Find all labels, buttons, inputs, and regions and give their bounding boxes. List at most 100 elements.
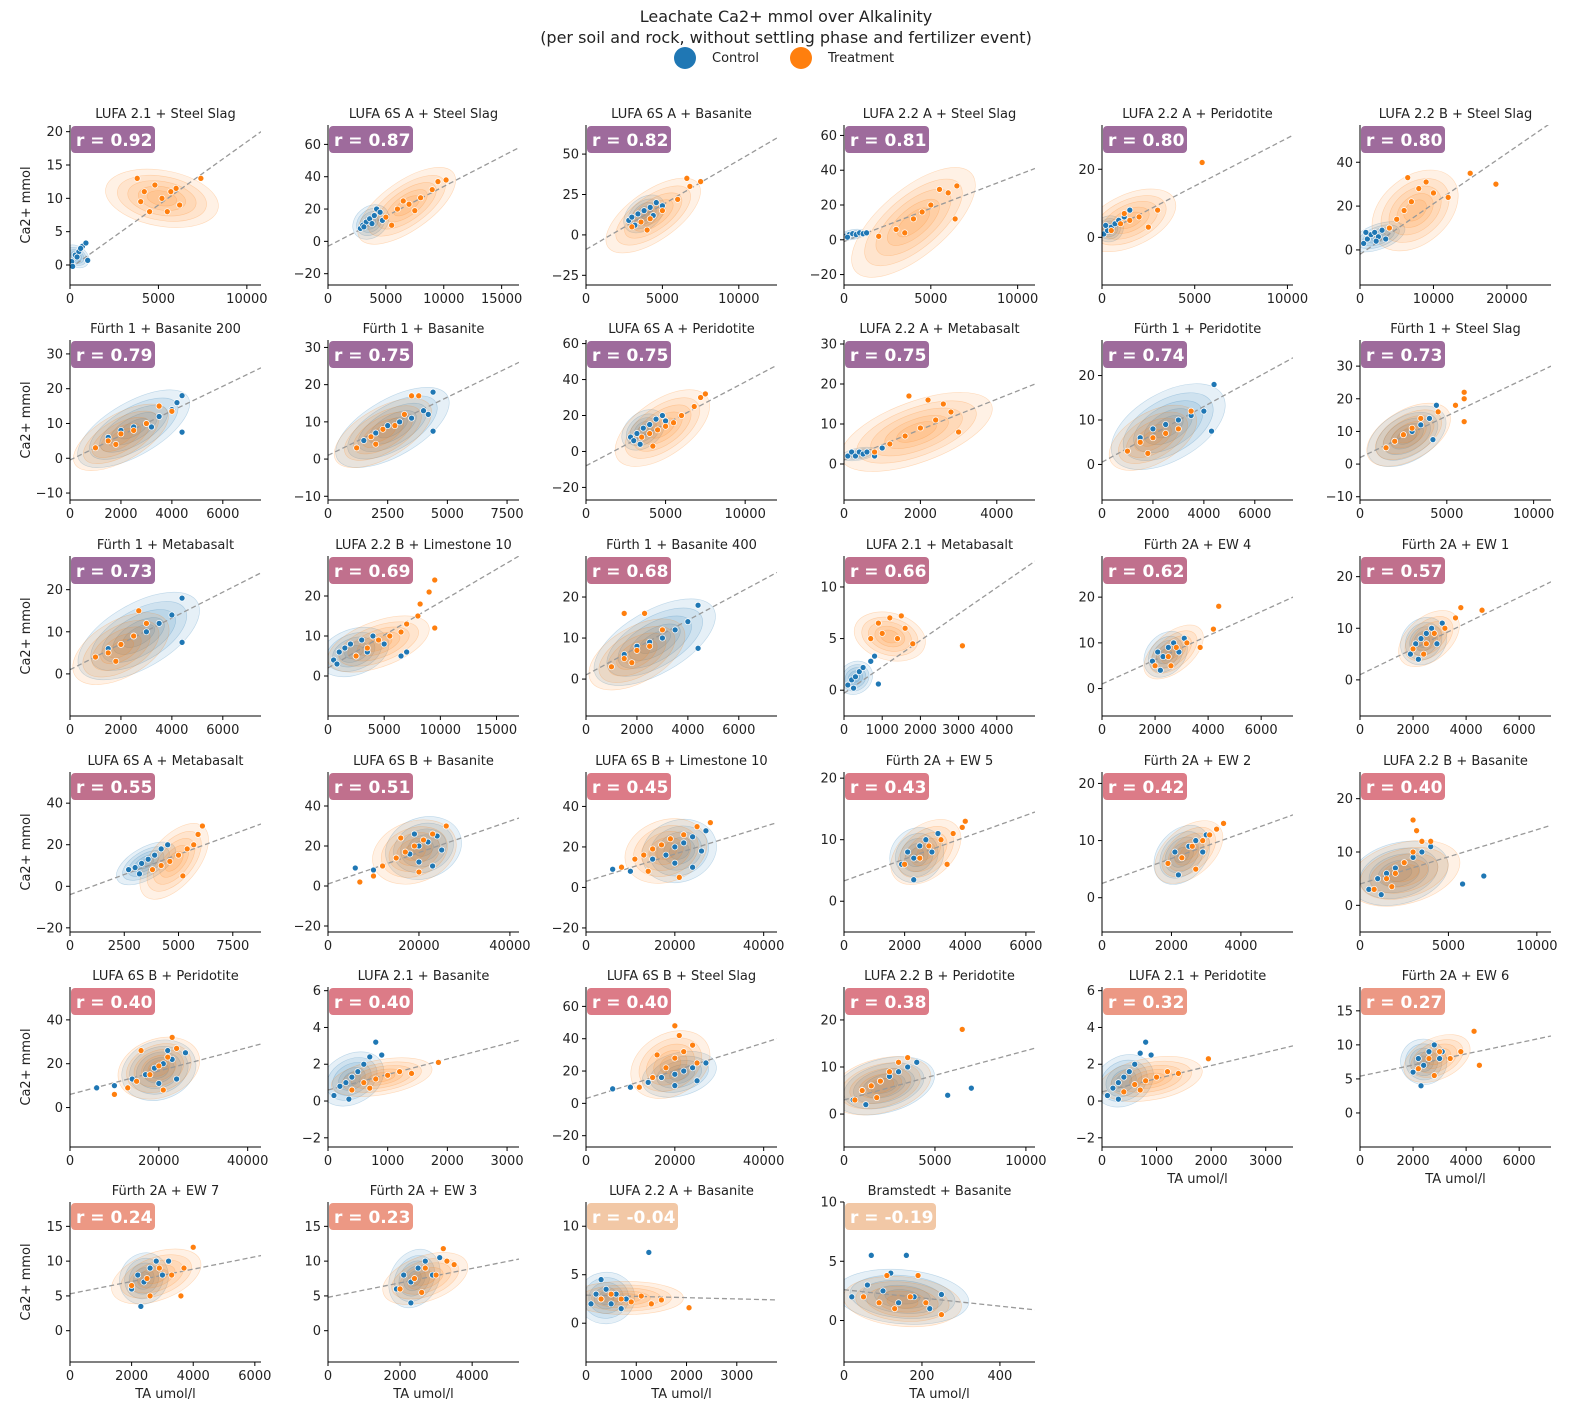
treatment-density-level	[598, 626, 676, 683]
control-point	[178, 392, 186, 400]
x-tick-label: 0	[1098, 723, 1106, 738]
x-tick-label: 2000	[1397, 1154, 1430, 1169]
treatment-point	[124, 1084, 132, 1092]
x-tick-label: 0	[324, 507, 332, 522]
x-tick-label: 6000	[722, 723, 755, 738]
control-density	[1367, 405, 1447, 467]
x-tick-label: 2000	[1397, 723, 1430, 738]
y-tick-label: −20	[294, 920, 321, 935]
treatment-point	[1210, 625, 1217, 633]
y-tick-label: 20	[46, 125, 63, 140]
treatment-point	[1144, 449, 1152, 457]
control-point	[1407, 650, 1414, 658]
y-tick-label: 10	[1078, 414, 1095, 429]
correlation-label: r = 0.69	[334, 562, 410, 582]
treatment-point	[628, 223, 636, 231]
x-tick-label: 4000	[1450, 1154, 1483, 1169]
y-tick-label: 15	[46, 1220, 63, 1235]
control-point	[138, 860, 145, 867]
correlation-badge	[1103, 341, 1187, 368]
control-point	[922, 836, 930, 844]
control-point	[1420, 1061, 1428, 1069]
x-tick-label: 0	[840, 292, 848, 307]
x-tick-label: 2000	[104, 507, 137, 522]
treatment-point	[128, 1282, 135, 1289]
subplot-title: LUFA 6S A + Basanite	[611, 107, 752, 122]
plot-area	[328, 816, 519, 886]
correlation-badge	[1361, 988, 1445, 1015]
x-tick-label: 10000	[1413, 292, 1454, 307]
control-point	[360, 1060, 368, 1068]
control-point	[424, 411, 432, 418]
control-point	[134, 1271, 142, 1279]
treatment-point	[1220, 820, 1227, 827]
treatment-point	[873, 1094, 881, 1101]
correlation-badge	[71, 988, 155, 1015]
treatment-point	[617, 1295, 625, 1303]
treatment-density-level	[633, 404, 692, 452]
y-tick-label: −10	[294, 490, 321, 505]
control-point	[859, 664, 867, 671]
correlation-label: r = 0.27	[1366, 993, 1442, 1013]
subplot-title: LUFA 2.2 B + Steel Slag	[1379, 107, 1532, 122]
treatment-density-level	[887, 198, 940, 246]
treatment-point	[662, 1064, 670, 1072]
control-point	[630, 437, 638, 445]
control-point	[645, 1249, 653, 1256]
treatment-point	[442, 822, 450, 830]
subplot: 0 2000 4000 6000 0 10 20 Fürth 1 + Metabasalt r …	[19, 538, 261, 738]
subplot-title: LUFA 6S B + Peridotite	[92, 969, 239, 984]
y-tick-label: 5	[55, 1289, 63, 1304]
control-point	[1210, 381, 1218, 388]
control-point	[155, 1080, 163, 1087]
treatment-point	[1404, 174, 1412, 181]
treatment-point	[1205, 1055, 1212, 1063]
treatment-point	[906, 1293, 914, 1301]
x-tick-label: 0	[1356, 723, 1364, 738]
treatment-point	[417, 194, 424, 202]
y-tick-label: 20	[304, 840, 321, 855]
treatment-point	[891, 1305, 899, 1313]
treatment-point	[1470, 1027, 1478, 1035]
control-point	[646, 204, 654, 211]
treatment-point	[372, 1075, 380, 1083]
y-tick-label: −2	[302, 1131, 321, 1146]
y-tick-label: 40	[1336, 156, 1353, 171]
treatment-point	[1196, 644, 1204, 651]
control-point	[1422, 630, 1430, 637]
y-tick-label: 25	[562, 188, 579, 203]
treatment-point	[1460, 418, 1468, 425]
treatment-point	[137, 198, 145, 206]
treatment-point	[638, 433, 646, 441]
treatment-point	[367, 433, 375, 441]
control-density	[641, 818, 717, 883]
treatment-point	[1188, 842, 1196, 850]
correlation-label: r = 0.75	[334, 346, 410, 366]
x-axis-label: TA umol/l	[134, 1387, 195, 1402]
treatment-point	[892, 225, 900, 233]
fit-line	[844, 811, 1035, 882]
control-point	[852, 673, 859, 681]
control-point	[1157, 666, 1164, 674]
treatment-point	[405, 200, 413, 208]
control-point	[1109, 1084, 1117, 1092]
treatment-point	[949, 830, 957, 837]
treatment-density-level	[904, 831, 948, 873]
y-tick-label: 40	[562, 1032, 579, 1047]
x-tick-label: 200	[910, 1369, 935, 1384]
treatment-point	[379, 862, 386, 870]
control-point	[1378, 226, 1386, 234]
treatment-point	[1151, 662, 1159, 670]
y-tick-label: 5	[571, 1268, 579, 1283]
treatment-point	[396, 1285, 404, 1293]
correlation-badge	[1361, 341, 1445, 368]
fit-line	[844, 383, 1035, 461]
y-tick-label: 0	[1087, 1095, 1095, 1110]
y-tick-label: 10	[820, 1196, 837, 1211]
treatment-point	[1446, 1055, 1454, 1062]
treatment-point	[1120, 210, 1128, 217]
treatment-point	[697, 394, 704, 401]
treatment-point	[172, 184, 180, 192]
x-tick-label: 2000	[904, 507, 937, 522]
control-point	[1412, 640, 1420, 648]
